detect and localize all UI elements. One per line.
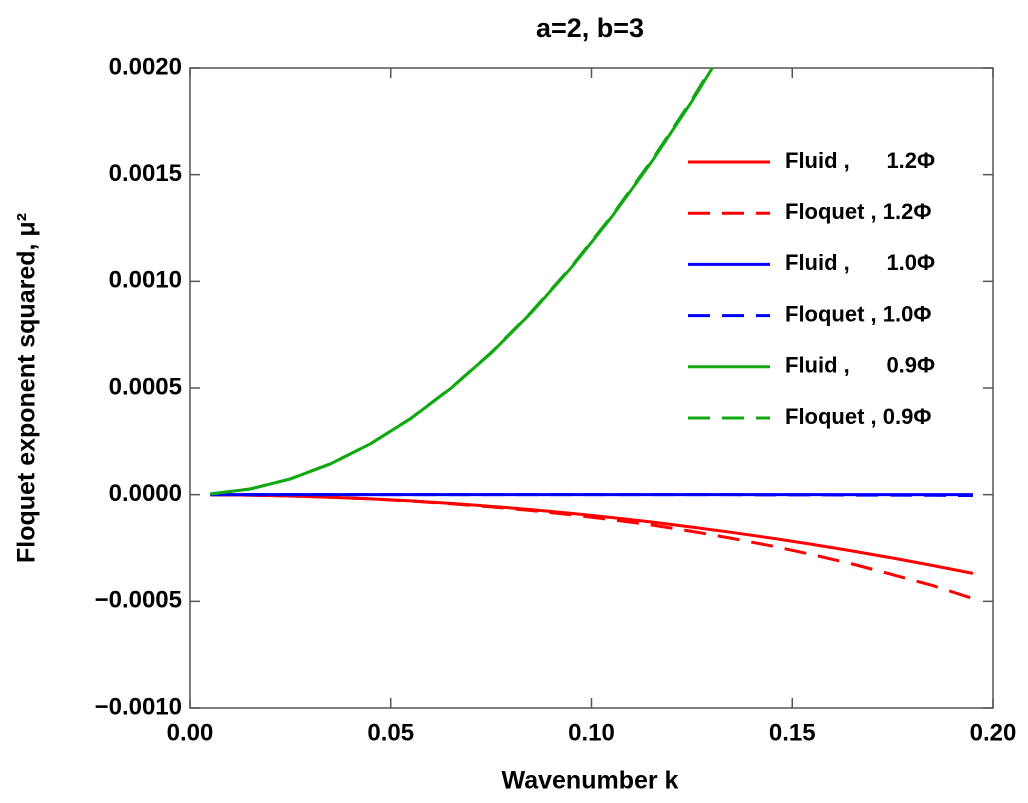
- y-tick-label: −0.0005: [95, 587, 182, 614]
- chart-title: a=2, b=3: [536, 13, 644, 43]
- legend-label: Fluid , 0.9Φ: [785, 353, 935, 378]
- x-tick-label: 0.00: [167, 719, 214, 746]
- series-line: [210, 493, 974, 575]
- plot-lines: [209, 68, 974, 600]
- x-tick-label: 0.05: [367, 719, 414, 746]
- series-line: [209, 68, 715, 496]
- y-axis-label: Floquet exponent squared, μ²: [13, 213, 41, 563]
- x-tick-label: 0.10: [568, 719, 615, 746]
- y-tick-label: 0.0005: [109, 373, 182, 400]
- y-tick-label: −0.0010: [95, 693, 182, 720]
- legend-label: Floquet , 1.0Φ: [785, 301, 931, 326]
- y-tick-label: 0.0000: [109, 480, 182, 507]
- x-axis-label: Wavenumber k: [502, 767, 679, 795]
- x-tick-label: 0.15: [769, 719, 816, 746]
- x-tick-label: 0.20: [970, 719, 1017, 746]
- series-line: [210, 493, 974, 600]
- series-line: [210, 493, 973, 498]
- y-tick-label: 0.0010: [109, 267, 182, 294]
- legend-label: Fluid , 1.0Φ: [785, 250, 935, 275]
- legend-label: Fluid , 1.2Φ: [785, 148, 935, 173]
- legend-label: Floquet , 1.2Φ: [785, 199, 931, 224]
- legend-label: Floquet , 0.9Φ: [785, 404, 931, 429]
- y-tick-label: 0.0015: [109, 160, 182, 187]
- y-tick-label: 0.0020: [109, 53, 182, 80]
